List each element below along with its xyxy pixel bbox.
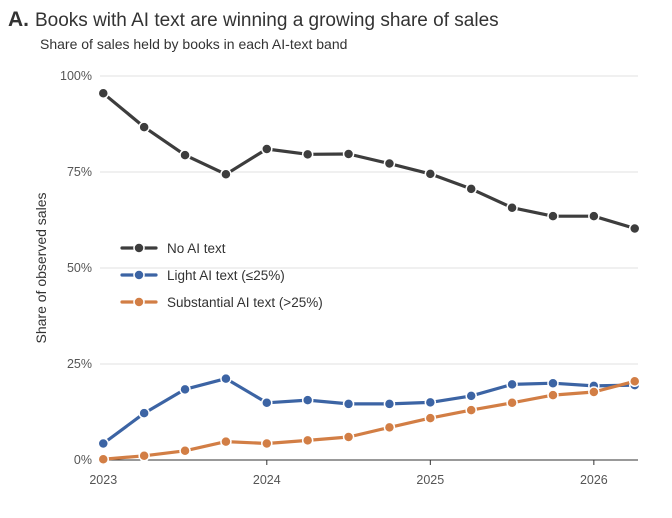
panel-label: A. xyxy=(8,8,29,31)
y-tick-label: 100% xyxy=(60,69,92,83)
x-tick-label: 2024 xyxy=(253,473,281,487)
y-tick-label: 75% xyxy=(67,165,92,179)
data-point xyxy=(179,445,191,457)
data-point xyxy=(424,396,437,409)
legend-swatch-marker xyxy=(133,296,145,308)
data-point xyxy=(383,398,396,410)
data-point xyxy=(342,148,355,160)
chart-title: Books with AI text are winning a growing… xyxy=(35,10,499,31)
axes xyxy=(100,459,638,465)
data-point xyxy=(220,372,232,385)
legend-swatch-marker xyxy=(133,269,145,281)
data-point xyxy=(301,434,314,447)
data-point xyxy=(547,377,559,389)
legend-label: Substantial AI text (>25%) xyxy=(167,295,323,310)
data-point xyxy=(138,121,150,133)
legend-swatch-marker xyxy=(133,242,145,254)
series-line xyxy=(101,379,637,461)
series-lines xyxy=(97,87,641,465)
data-point xyxy=(465,183,477,195)
data-point xyxy=(301,148,314,161)
data-point xyxy=(424,168,437,180)
data-point xyxy=(342,398,355,410)
data-point xyxy=(465,404,477,416)
data-point xyxy=(383,421,396,434)
data-point xyxy=(588,386,600,398)
data-point xyxy=(301,394,314,406)
data-point xyxy=(506,378,518,391)
y-tick-label: 0% xyxy=(74,453,92,467)
data-point xyxy=(220,168,232,181)
x-tick-label: 2026 xyxy=(580,473,608,487)
y-axis-label: Share of observed sales xyxy=(33,193,49,344)
data-point xyxy=(628,375,641,388)
x-tick-label: 2025 xyxy=(416,473,444,487)
data-point xyxy=(261,397,273,409)
data-point xyxy=(97,453,110,465)
legend-label: Light AI text (≤25%) xyxy=(167,268,285,283)
data-point xyxy=(424,412,437,424)
data-point xyxy=(342,431,355,443)
y-tick-labels: 0% 25% 50% 75% 100% xyxy=(60,69,92,467)
series-1 xyxy=(97,87,641,235)
data-point xyxy=(138,407,150,419)
series-3 xyxy=(97,375,641,465)
data-point xyxy=(179,149,191,161)
data-point xyxy=(506,201,518,214)
data-point xyxy=(383,157,396,170)
data-point xyxy=(628,222,641,235)
legend-item: Light AI text (≤25%) xyxy=(120,268,285,283)
x-tick-labels: 2023 2024 2025 2026 xyxy=(89,473,607,487)
y-tick-label: 50% xyxy=(67,261,92,275)
data-point xyxy=(547,210,559,222)
data-point xyxy=(138,450,150,462)
legend-item: Substantial AI text (>25%) xyxy=(120,295,323,310)
y-tick-label: 25% xyxy=(67,357,92,371)
legend-item: No AI text xyxy=(120,241,226,256)
data-point xyxy=(506,397,518,409)
data-point xyxy=(261,437,273,450)
x-tick-label: 2023 xyxy=(89,473,117,487)
data-point xyxy=(97,437,110,450)
gridlines xyxy=(100,75,638,365)
data-point xyxy=(220,435,232,448)
data-point xyxy=(179,383,191,396)
series-line xyxy=(101,91,637,230)
legend: No AI text Light AI text (≤25%) Substantia… xyxy=(120,241,323,310)
legend-label: No AI text xyxy=(167,241,226,256)
data-point xyxy=(465,390,477,402)
data-point xyxy=(588,210,600,222)
data-point xyxy=(261,143,273,155)
chart-subtitle: Share of sales held by books in each AI-… xyxy=(40,36,348,52)
data-point xyxy=(547,389,559,401)
series-line xyxy=(101,377,637,446)
data-point xyxy=(97,87,110,100)
chart-header: A. Books with AI text are winning a growi… xyxy=(8,8,499,32)
series-2 xyxy=(97,372,641,450)
